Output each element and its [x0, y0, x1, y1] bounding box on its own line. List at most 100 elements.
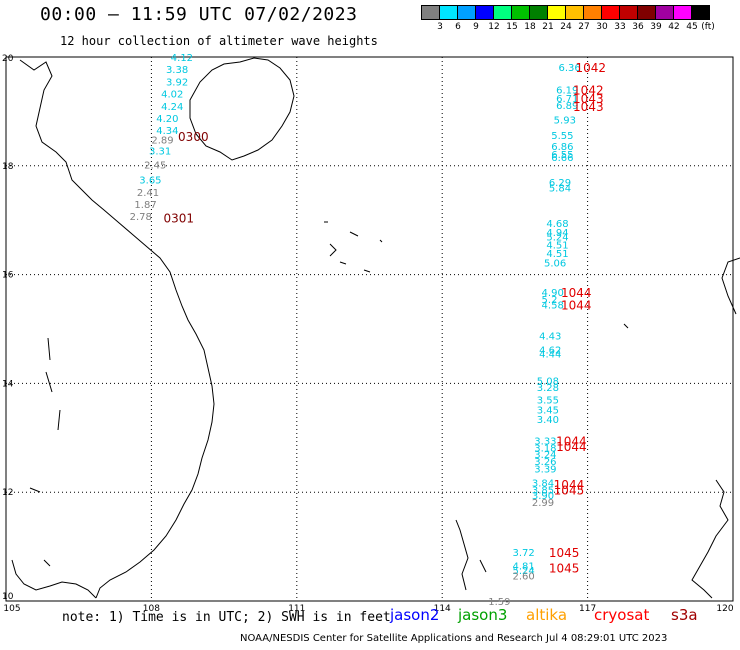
pass-time-label: 1045 — [549, 546, 580, 560]
lat-tick-20: 20 — [2, 54, 14, 64]
lat-tick-10: 10 — [2, 592, 14, 602]
wave-height-label: 4.58 — [542, 301, 564, 312]
wave-height-label: 5.08 — [537, 377, 559, 388]
mekong-coast — [11, 559, 97, 599]
lat-lon-grid — [5, 56, 734, 602]
scale-unit: (ft) — [701, 22, 715, 32]
wave-height-label: 3.85 — [532, 485, 554, 496]
wave-height-label: 3.65 — [139, 175, 161, 186]
coastline — [11, 57, 740, 599]
wave-height-label: 6.89 — [556, 101, 578, 112]
wave-height-label: 2.45 — [144, 161, 166, 172]
lon-tick-111: 111 — [288, 604, 305, 614]
legend-jason3: jason3 — [458, 606, 508, 624]
wave-height-label: 2.99 — [532, 498, 554, 509]
scale-label-33: 33 — [614, 22, 626, 32]
wave-height-label: 4.68 — [546, 219, 568, 230]
wave-height-label: 3.45 — [537, 406, 559, 417]
satellite-pass-times: 0300030110421042104310431044104410441044… — [164, 61, 607, 575]
wave-height-label: 3.55 — [537, 396, 559, 407]
axis-tick-labels: 105 108 111 114 117 120 20 18 16 14 12 10 — [2, 54, 734, 614]
lat-tick-12: 12 — [2, 488, 13, 498]
wave-height-label: 3.33 — [534, 437, 556, 448]
wave-height-label: 3.28 — [537, 383, 559, 394]
pass-time-label: 1044 — [554, 478, 585, 492]
footer-note: note: 1) Time is in UTC; 2) SWH is in fe… — [62, 610, 391, 625]
lat-tick-14: 14 — [2, 379, 14, 389]
wave-height-observations: 4.123.383.924.02 4.244.204.342.893.31 2.45… — [130, 53, 581, 608]
wave-height-label: 5.24 — [512, 566, 534, 577]
scale-label-42: 42 — [668, 22, 680, 32]
wave-height-label: 3.38 — [166, 65, 188, 76]
wave-height-label: 5.93 — [554, 116, 576, 127]
lon-tick-120: 120 — [716, 604, 733, 614]
legend-s3a: s3a — [671, 606, 698, 624]
wave-height-label: 5.24 — [546, 233, 568, 244]
wave-height-label: 4.51 — [546, 241, 568, 252]
wave-height-label: 3.18 — [534, 444, 556, 455]
lat-tick-18: 18 — [2, 162, 14, 172]
wave-height-label: 6.19 — [556, 86, 578, 97]
wave-height-label: 1.59 — [488, 597, 510, 608]
map-subtitle: 12 hour collection of altimeter wave hei… — [60, 34, 378, 48]
wave-height-label: 4.81 — [512, 562, 534, 573]
wave-height-label: 4.62 — [539, 346, 561, 357]
spratly-islands — [455, 519, 487, 591]
wave-height-label: 3.92 — [166, 77, 188, 88]
wave-height-label: 5.2 — [542, 295, 558, 306]
wave-height-label: 2.41 — [137, 188, 159, 199]
pass-time-label: 1042 — [575, 61, 606, 75]
wave-height-label: 6.86 — [551, 142, 573, 153]
wave-height-label: 6.36 — [559, 63, 581, 74]
wave-height-label: 4.51 — [546, 249, 568, 260]
pass-time-label: 1044 — [556, 435, 587, 449]
pass-time-label: 1043 — [573, 92, 604, 106]
pass-time-label: 1044 — [556, 440, 587, 454]
wave-height-label: 3.39 — [534, 464, 556, 475]
scale-label-36: 36 — [632, 22, 644, 32]
pass-time-label: 1045 — [549, 561, 580, 575]
scale-label-6: 6 — [455, 22, 461, 32]
wave-height-label: 1.87 — [134, 200, 156, 211]
lon-tick-114: 114 — [434, 604, 451, 614]
paracel-islands — [324, 221, 383, 273]
hainan-coastline — [189, 57, 295, 161]
legend-cryosat: cryosat — [594, 606, 650, 624]
legend-jason2: jason2 — [390, 606, 440, 624]
pass-time-label: 0300 — [178, 130, 209, 144]
pass-time-label: 1044 — [561, 286, 592, 300]
color-scale-labels: 3 6 9 12 15 18 21 24 27 30 33 36 39 42 45 (ft) — [422, 20, 715, 32]
wave-height-label: 4.43 — [539, 332, 561, 343]
wave-height-label: 4.44 — [539, 349, 561, 360]
pass-time-label: 1045 — [554, 483, 585, 497]
wave-height-label: 3.31 — [149, 147, 171, 158]
wave-height-label: 3.26 — [534, 457, 556, 468]
lon-tick-117: 117 — [579, 604, 596, 614]
scale-label-12: 12 — [488, 22, 500, 32]
scale-swatch-70 — [691, 5, 710, 20]
scale-label-9: 9 — [473, 22, 479, 32]
philippines-coast — [623, 257, 740, 599]
pass-time-label: 1042 — [573, 84, 604, 98]
wave-height-label: 4.90 — [542, 288, 564, 299]
footer-credit: NOAA/NESDIS Center for Satellite Applica… — [240, 633, 668, 644]
map-title: 00:00 – 11:59 UTC 07/02/2023 — [40, 4, 358, 25]
wave-height-label: 5.55 — [551, 131, 573, 142]
scale-label-39: 39 — [650, 22, 662, 32]
scale-label-45: 45 — [686, 22, 698, 32]
wave-height-label: 4.24 — [161, 102, 183, 113]
vietnam-coastline — [19, 59, 215, 599]
wave-height-label: 3.90 — [532, 491, 554, 502]
wave-height-label: 2.78 — [130, 212, 152, 223]
wave-height-label: 4.20 — [156, 114, 178, 125]
lon-tick-105: 105 — [3, 604, 20, 614]
wave-height-label: 4.34 — [156, 126, 178, 137]
wave-height-label: 4.02 — [161, 89, 183, 100]
wave-height-label: 6.66 — [551, 153, 573, 164]
legend-altika: altika — [526, 606, 568, 624]
scale-label-24: 24 — [560, 22, 572, 32]
wave-height-label: 5.84 — [549, 184, 571, 195]
color-scale-swatches — [421, 5, 710, 20]
pass-time-label: 0301 — [164, 211, 195, 225]
